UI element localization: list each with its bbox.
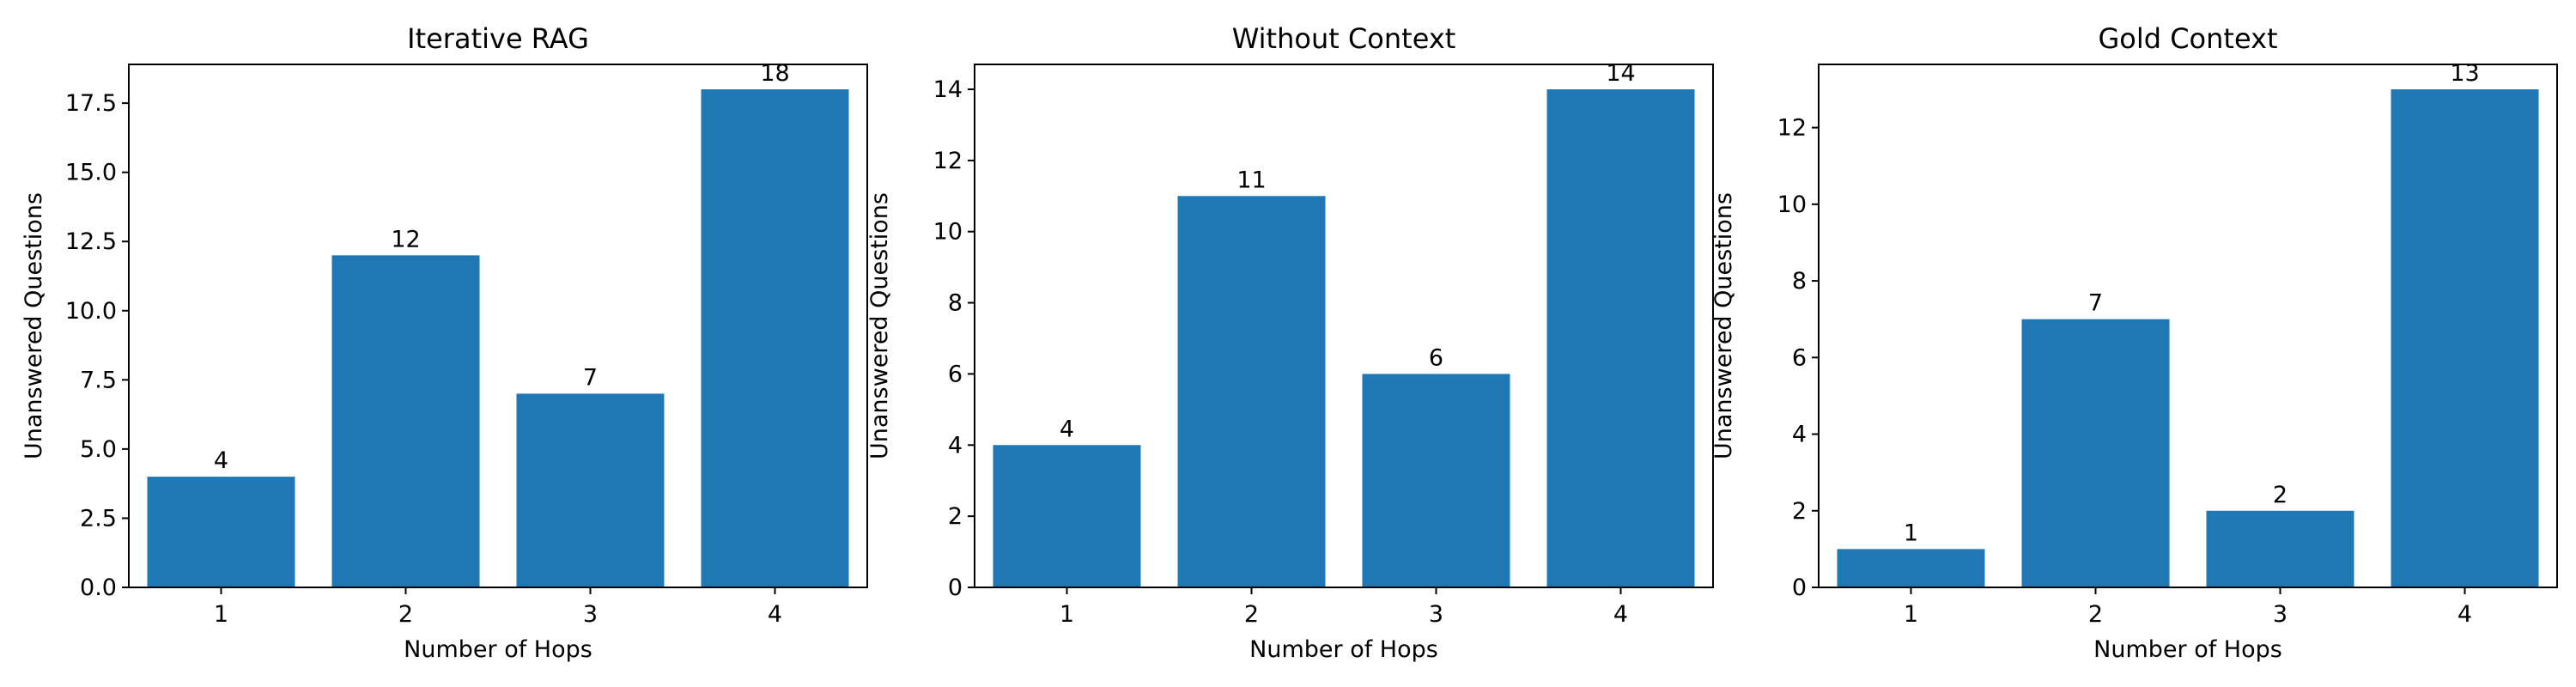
bar-1 <box>1837 549 1985 587</box>
x-tick-label-3: 3 <box>583 601 598 628</box>
y-axis-label: Unanswered Questions <box>21 192 47 459</box>
x-axis-label: Number of Hops <box>2093 636 2282 663</box>
y-tick-label-8: 17.5 <box>65 90 117 117</box>
y-tick-label-4: 6 <box>1792 344 1807 371</box>
chart-title: Gold Context <box>2098 22 2277 55</box>
y-tick-label-2: 2 <box>1792 498 1807 525</box>
bar-4 <box>1546 89 1695 587</box>
y-tick-label-8: 14 <box>933 76 963 103</box>
plot-frame <box>1818 64 2558 588</box>
data-label-3: 6 <box>1429 344 1443 371</box>
plot-frame <box>128 64 868 588</box>
y-tick-label-6: 10 <box>1777 192 1807 218</box>
y-tick-label-3: 4 <box>1792 422 1807 448</box>
y-tick-label-5: 10.0 <box>65 298 117 325</box>
y-tick-label-3: 4 <box>948 432 963 459</box>
x-axis-label: Number of Hops <box>404 636 592 663</box>
data-label-1: 4 <box>1060 416 1074 442</box>
x-tick-label-1: 1 <box>1904 601 1918 628</box>
y-tick-label-4: 7.5 <box>80 367 117 393</box>
x-axis-label: Number of Hops <box>1249 636 1438 663</box>
x-tick-label-2: 2 <box>2088 601 2103 628</box>
bar-3 <box>2206 510 2354 587</box>
plot-frame <box>974 64 1714 588</box>
y-tick-label-1: 0 <box>1792 575 1807 601</box>
chart-title: Iterative RAG <box>407 22 589 55</box>
data-label-2: 12 <box>391 226 420 252</box>
y-axis-label: Unanswered Questions <box>866 192 893 459</box>
y-tick-label-2: 2 <box>948 503 963 530</box>
y-tick-label-6: 12.5 <box>65 228 117 255</box>
bar-2 <box>331 255 480 587</box>
y-tick-label-7: 15.0 <box>65 160 117 186</box>
y-tick-label-5: 8 <box>1792 268 1807 295</box>
y-tick-label-6: 10 <box>933 219 963 246</box>
x-tick-label-4: 4 <box>1613 601 1628 628</box>
bar-1 <box>993 445 1141 587</box>
bar-2 <box>2021 319 2170 587</box>
data-label-2: 11 <box>1236 167 1266 193</box>
y-tick-label-1: 0.0 <box>80 575 117 601</box>
y-tick-label-7: 12 <box>1777 115 1807 142</box>
y-tick-label-2: 2.5 <box>80 505 117 532</box>
y-tick-label-3: 5.0 <box>80 436 117 463</box>
y-tick-label-4: 6 <box>948 361 963 387</box>
bar-3 <box>516 393 665 587</box>
x-tick-label-2: 2 <box>1244 601 1259 628</box>
y-tick-label-5: 8 <box>948 290 963 317</box>
x-tick-label-4: 4 <box>2458 601 2472 628</box>
x-tick-label-4: 4 <box>768 601 782 628</box>
data-label-3: 7 <box>583 364 598 391</box>
bar-4 <box>701 89 849 587</box>
y-tick-label-7: 12 <box>933 148 963 174</box>
data-label-1: 1 <box>1904 520 1918 546</box>
data-label-2: 7 <box>2088 290 2103 317</box>
x-tick-label-3: 3 <box>2273 601 2287 628</box>
bar-1 <box>147 477 295 587</box>
y-axis-label: Unanswered Questions <box>1710 192 1737 459</box>
y-tick-label-1: 0 <box>948 575 963 601</box>
data-label-1: 4 <box>214 447 228 474</box>
x-tick-label-1: 1 <box>214 601 228 628</box>
chart-title: Without Context <box>1232 22 1456 55</box>
bar-2 <box>1177 196 1326 588</box>
x-tick-label-1: 1 <box>1060 601 1074 628</box>
bar-3 <box>1362 374 1510 587</box>
bar-4 <box>2391 89 2539 587</box>
x-tick-label-2: 2 <box>398 601 413 628</box>
data-label-3: 2 <box>2273 482 2287 508</box>
x-tick-label-3: 3 <box>1429 601 1443 628</box>
